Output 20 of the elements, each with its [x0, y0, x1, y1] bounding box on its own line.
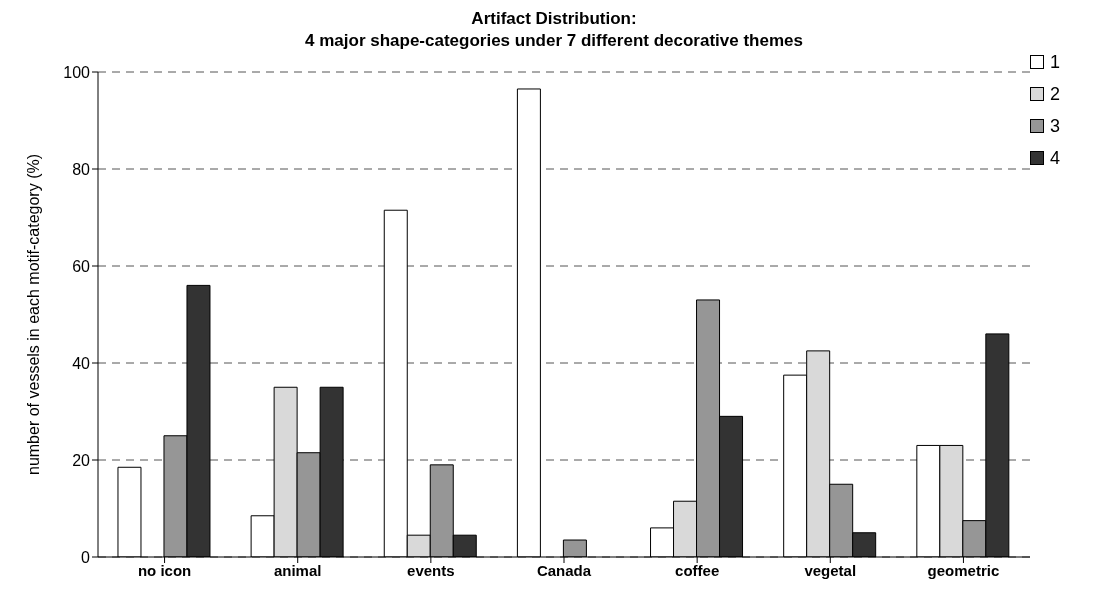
legend-label: 4: [1050, 148, 1061, 168]
y-tick-label: 100: [63, 63, 91, 81]
x-tick-label: Canada: [536, 561, 592, 579]
y-tick-label: 60: [72, 257, 91, 275]
x-tick-label: coffee: [675, 561, 720, 579]
y-tick-label: 40: [72, 354, 91, 372]
x-tick-label: animal: [273, 561, 322, 579]
legend-label: 1: [1050, 52, 1061, 72]
x-tick-label: geometric: [927, 561, 1000, 579]
x-tick-label: no icon: [137, 561, 192, 579]
legend-label: 2: [1050, 84, 1061, 104]
x-tick-label: events: [407, 561, 455, 579]
chart-title: Artifact Distribution:: [470, 8, 638, 30]
y-axis-title: number of vessels in each motif-category (%): [24, 153, 42, 476]
y-tick-label: 0: [81, 548, 91, 566]
legend-label: 3: [1050, 116, 1061, 136]
y-tick-label: 80: [72, 160, 91, 178]
chart-subtitle: 4 major shape-categories under 7 different decorative themes: [304, 30, 804, 52]
y-tick-label: 20: [72, 451, 91, 469]
x-tick-label: vegetal: [804, 561, 857, 579]
